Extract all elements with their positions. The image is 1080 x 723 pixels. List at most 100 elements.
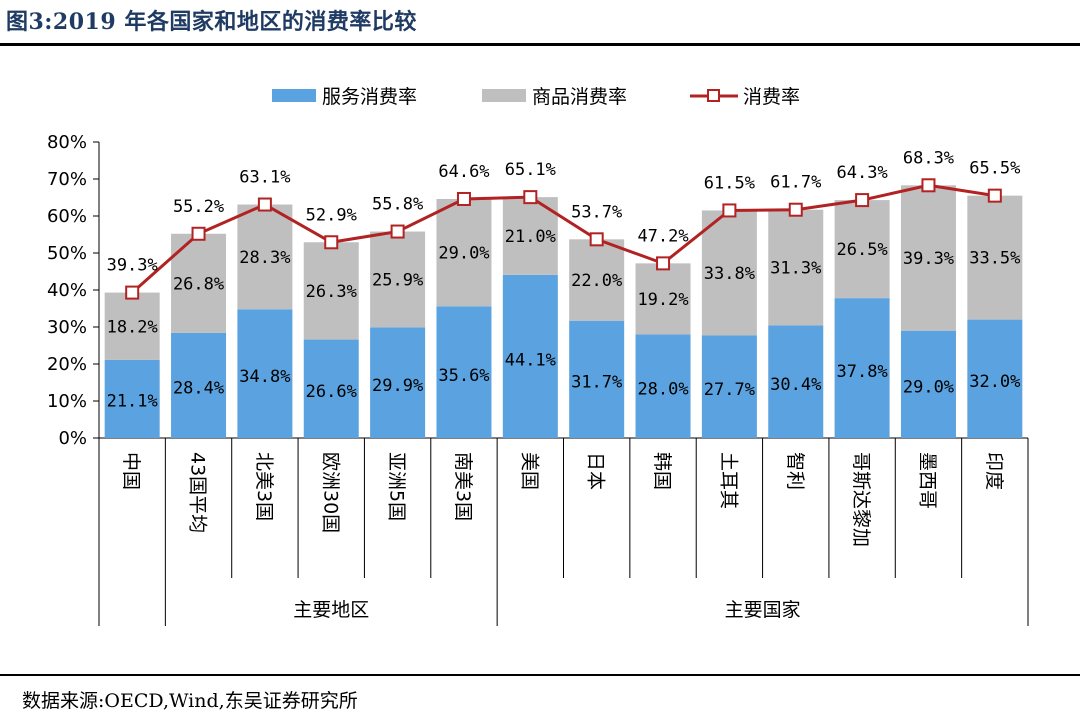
- total-polyline: [131, 183, 996, 294]
- legend: 服务消费率 商品消费率 消费率: [272, 86, 800, 108]
- legend-marker: [707, 89, 720, 102]
- bar-goods: [834, 200, 890, 299]
- label-total: 55.2%: [173, 197, 224, 217]
- total-marker: [656, 256, 671, 271]
- bar-services: [834, 298, 890, 438]
- label-services: 27.7%: [704, 380, 755, 400]
- bar-services: [900, 330, 956, 438]
- label-goods: 19.2%: [637, 290, 688, 310]
- bar-goods: [635, 263, 691, 335]
- label-total: 55.8%: [372, 195, 423, 215]
- bars: [104, 185, 1023, 438]
- category-label: 哥斯达黎加: [850, 452, 872, 547]
- label-total: 64.6%: [438, 162, 489, 182]
- bar-goods: [303, 242, 359, 340]
- group-label: 主要国家: [725, 599, 801, 621]
- label-total: 39.3%: [107, 256, 158, 276]
- footer-rule: [0, 674, 1080, 676]
- bar-goods: [900, 185, 956, 331]
- label-goods: 33.8%: [704, 264, 755, 284]
- bar-services: [436, 306, 492, 438]
- y-tick-label: 40%: [47, 280, 87, 301]
- bar-goods: [768, 209, 824, 326]
- label-goods: 22.0%: [571, 271, 622, 291]
- bar-goods: [569, 239, 625, 321]
- label-services: 30.4%: [770, 375, 821, 395]
- total-marker: [257, 197, 272, 212]
- bar-goods: [104, 292, 160, 360]
- figure-title: 图3:2019 年各国家和地区的消费率比较: [6, 9, 417, 35]
- total-marker: [523, 190, 538, 205]
- total-marker: [722, 203, 737, 218]
- bar-services: [104, 359, 160, 438]
- label-services: 37.8%: [837, 362, 888, 382]
- total-marker: [589, 232, 604, 247]
- consumption-rate-chart: 服务消费率 商品消费率 消费率 0% 10% 20% 30% 40% 50% 60% 70% 80%…: [47, 86, 1029, 626]
- title-rule: [0, 43, 1080, 46]
- bar-goods: [967, 195, 1023, 320]
- bar-services: [569, 320, 625, 438]
- label-goods: 28.3%: [239, 248, 290, 268]
- label-goods: 31.3%: [770, 259, 821, 279]
- category-label: 日本: [585, 452, 607, 490]
- category-label: 印度: [983, 452, 1005, 490]
- label-goods: 33.5%: [969, 249, 1020, 269]
- bar-services: [370, 327, 426, 438]
- label-services: 21.1%: [107, 392, 158, 412]
- label-services: 32.0%: [969, 372, 1020, 392]
- label-total: 65.5%: [969, 159, 1020, 179]
- bar-goods: [370, 231, 426, 328]
- label-services: 34.8%: [239, 367, 290, 387]
- label-goods: 26.5%: [837, 240, 888, 260]
- label-services: 26.6%: [306, 382, 357, 402]
- label-total: 68.3%: [903, 148, 954, 168]
- category-label: 中国: [120, 452, 142, 490]
- label-total: 61.5%: [704, 173, 755, 193]
- y-tick-label: 30%: [47, 317, 87, 338]
- total-marker: [390, 224, 405, 239]
- label-total: 63.1%: [239, 168, 290, 188]
- category-label: 墨西哥: [916, 452, 938, 509]
- label-services: 44.1%: [505, 351, 556, 371]
- bar-services: [635, 334, 691, 438]
- legend-swatch-1: [482, 89, 526, 102]
- label-goods: 29.0%: [438, 244, 489, 264]
- total-marker: [788, 202, 803, 217]
- category-axis: 中国 43国平均 北美3国 欧洲30国 亚洲5国 南美3国 美国 日本 韩国 土耳其 智利 哥斯达黎加…: [98, 438, 1029, 626]
- total-line: [125, 178, 1002, 300]
- total-marker: [987, 188, 1002, 203]
- y-tick-label: 80%: [47, 132, 87, 153]
- label-goods: 26.3%: [306, 282, 357, 302]
- label-total: 61.7%: [770, 173, 821, 193]
- label-goods: 39.3%: [903, 249, 954, 269]
- source-note: 数据来源:OECD,Wind,东吴证券研究所: [22, 690, 358, 712]
- y-tick-label: 60%: [47, 206, 87, 227]
- label-total: 64.3%: [837, 163, 888, 183]
- label-goods: 26.8%: [173, 274, 224, 294]
- label-services: 28.0%: [637, 379, 688, 399]
- y-tick-label: 20%: [47, 354, 87, 375]
- y-tick-label: 70%: [47, 169, 87, 190]
- bar-services: [303, 339, 359, 438]
- category-label: 美国: [518, 452, 540, 490]
- total-marker: [125, 285, 140, 300]
- bar-services: [768, 325, 824, 438]
- label-goods: 21.0%: [505, 227, 556, 247]
- category-label: 北美3国: [253, 452, 275, 521]
- legend-label-1: 商品消费率: [532, 86, 627, 108]
- category-label: 亚洲5国: [386, 452, 408, 521]
- category-label: 欧洲30国: [319, 452, 341, 533]
- bar-services: [502, 274, 558, 438]
- total-marker: [456, 191, 471, 206]
- bar-goods: [436, 198, 492, 307]
- data-labels: 21.1% 18.2% 39.3% 28.4% 26.8% 55.2% 34.8% 28.3%…: [107, 148, 1021, 411]
- total-marker: [921, 178, 936, 193]
- label-services: 28.4%: [173, 379, 224, 399]
- bar-services: [967, 319, 1023, 438]
- label-total: 52.9%: [306, 205, 357, 225]
- bar-services: [171, 332, 227, 438]
- bar-goods: [701, 210, 757, 336]
- bar-goods: [237, 204, 293, 310]
- label-services: 35.6%: [438, 366, 489, 386]
- bar-services: [237, 309, 293, 438]
